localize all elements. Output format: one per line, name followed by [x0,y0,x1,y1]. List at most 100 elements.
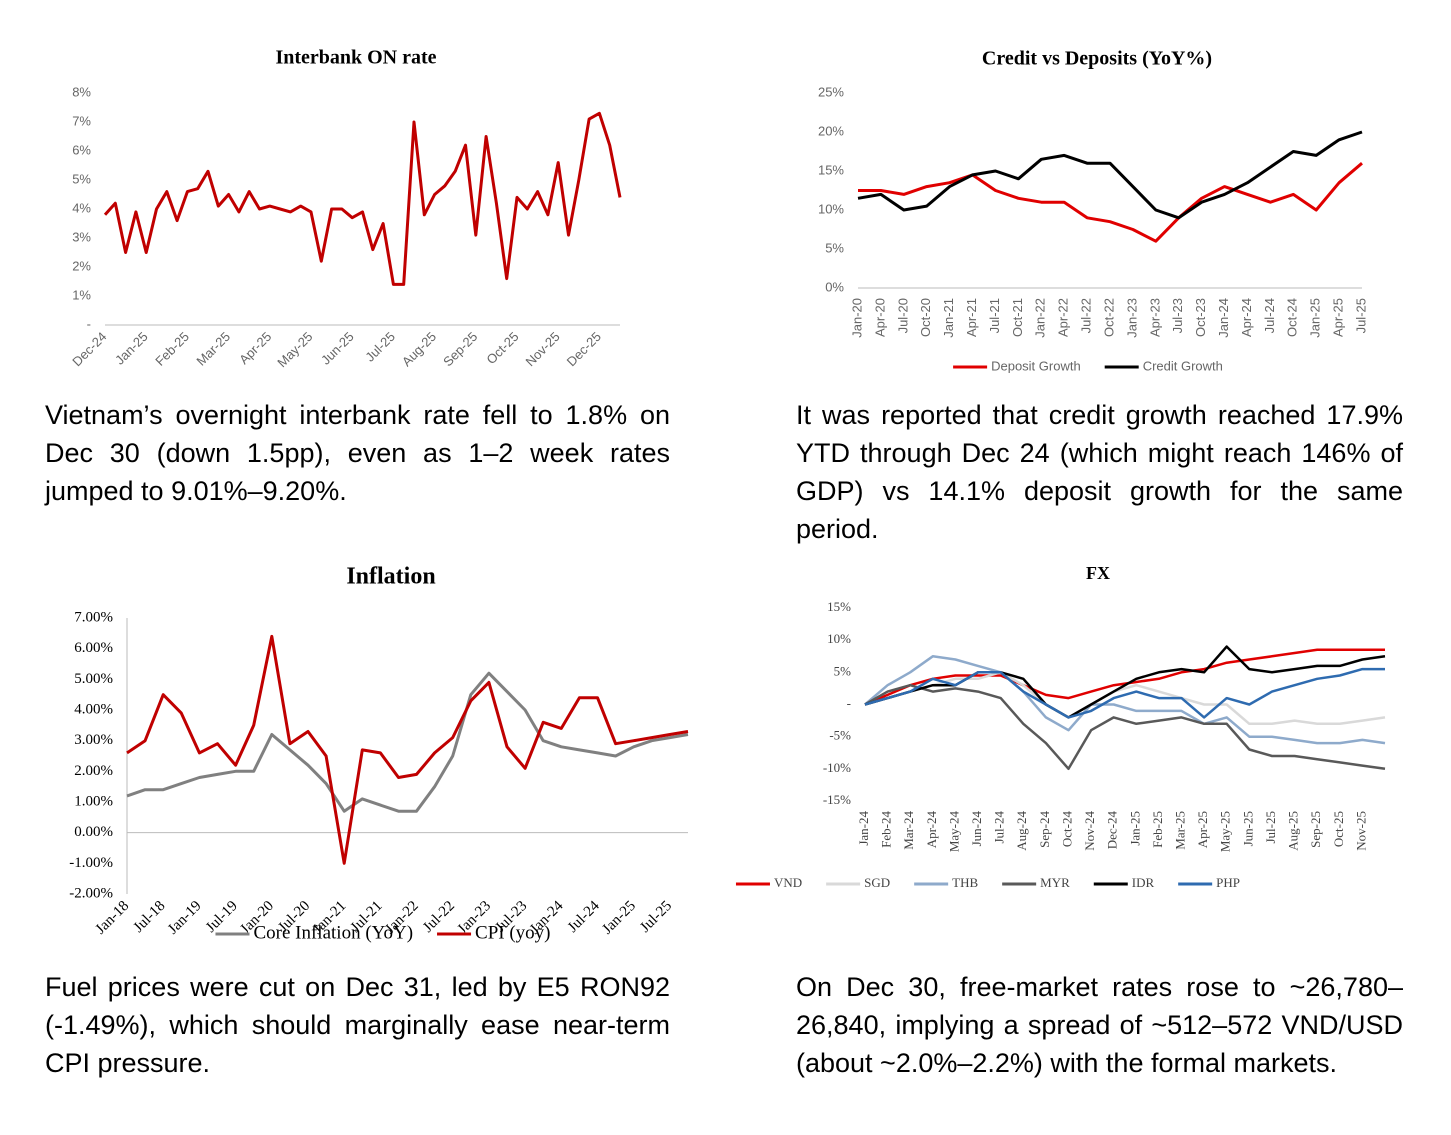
x-tick-label: Nov-24 [1082,811,1097,851]
y-tick-label: 5% [72,171,91,186]
x-tick-label: Jan-19 [165,898,205,938]
x-tick-label: Sep-25 [440,329,480,369]
y-tick-label: 0% [825,279,844,294]
x-tick-label: Jan-25 [1308,298,1323,338]
legend-label: PHP [1216,875,1240,890]
y-tick-label: 4.00% [74,701,113,717]
x-tick-label: May-24 [946,811,961,853]
x-tick-label: Apr-25 [1331,298,1346,337]
chart-title: Credit vs Deposits (YoY%) [982,48,1212,70]
y-tick-label: 6.00% [74,640,113,656]
y-tick-label: -1.00% [69,855,113,871]
y-tick-label: 10% [827,631,851,646]
x-tick-label: Oct-25 [483,329,521,367]
x-tick-label: Jul-19 [203,898,241,936]
series-line [864,683,1386,771]
y-tick-label: 15% [827,599,851,614]
y-tick-label: 3.00% [74,732,113,748]
x-tick-label: Jul-24 [992,810,1007,843]
x-tick-label: Jun-25 [318,329,357,368]
legend-label: CPI (yoy) [475,922,550,943]
y-tick-label: -15% [823,792,851,807]
y-tick-label: 5% [825,240,844,255]
series-line [103,111,622,286]
chart-title: Interbank ON rate [275,47,436,69]
x-tick-label: Nov-25 [523,329,563,369]
x-tick-label: Dec-24 [1105,811,1120,850]
x-tick-label: Oct-20 [918,298,933,337]
x-tick-label: Aug-25 [1286,811,1301,851]
x-tick-label: Apr-25 [236,329,274,367]
x-tick-label: Oct-21 [1010,298,1025,337]
x-tick-label: Jun-24 [969,811,984,847]
x-tick-label: Jul-25 [362,329,398,365]
y-tick-label: 5.00% [74,671,113,687]
x-tick-label: Apr-23 [1147,298,1162,337]
x-tick-label: May-25 [1218,811,1233,852]
y-tick-label: -10% [823,760,851,775]
series-line [864,667,1385,719]
x-tick-label: Jul-23 [1170,298,1185,333]
series-line [858,162,1363,243]
y-tick-label: 1% [72,287,91,302]
legend-label: SGD [864,875,890,890]
chart-title: Inflation [346,564,435,590]
x-tick-label: Mar-24 [901,811,916,850]
x-tick-label: Jan-25 [1127,811,1142,846]
x-tick-label: Jul-22 [420,898,458,936]
caption: Vietnam’s overnight interbank rate fell … [45,400,670,506]
y-tick-label: 2.00% [74,763,113,779]
y-tick-label: 6% [72,142,91,157]
x-tick-label: Oct-24 [1285,298,1300,337]
caption: It was reported that credit growth reach… [796,400,1403,544]
y-tick-label: 20% [818,123,844,138]
y-tick-label: 1.00% [74,793,113,809]
series-line [864,648,1385,706]
x-tick-label: Oct-23 [1193,298,1208,337]
x-tick-label: Jul-25 [637,898,675,936]
x-tick-label: Jan-24 [1216,298,1231,338]
x-tick-label: Apr-24 [924,811,939,849]
x-tick-label: Jul-22 [1079,298,1094,333]
legend-label: MYR [1040,875,1070,890]
legend-label: Core Inflation (YoY) [253,922,413,943]
caption: On Dec 30, free-market rates rose to ~26… [796,972,1403,1078]
x-tick-label: Dec-24 [69,329,109,369]
x-tick-label: Jan-25 [599,898,639,938]
series-line [864,655,1386,745]
x-tick-label: Feb-24 [879,811,894,848]
y-tick-label: -5% [829,728,851,743]
x-tick-label: Oct-24 [1059,811,1074,848]
y-tick-label: 0.00% [74,824,113,840]
x-tick-label: May-25 [274,329,315,370]
x-tick-label: Aug-25 [399,329,439,369]
x-tick-label: Jan-24 [856,811,871,846]
legend-label: THB [952,875,978,890]
y-tick-label: 25% [818,84,844,99]
x-tick-label: Jul-24 [1262,298,1277,333]
legend-label: VND [774,875,802,890]
x-tick-label: Feb-25 [152,329,192,369]
x-tick-label: Dec-25 [564,329,604,369]
x-tick-label: Oct-22 [1101,298,1116,337]
x-tick-label: Jan-22 [1033,298,1048,338]
x-tick-label: Apr-22 [1056,298,1071,337]
x-tick-label: Jan-18 [93,898,133,938]
y-tick-label: 7% [72,113,91,128]
legend-label: Deposit Growth [991,358,1081,373]
x-tick-label: Aug-24 [1014,811,1029,851]
x-tick-label: Jul-21 [987,298,1002,333]
y-tick-label: 10% [818,201,844,216]
series-line [126,634,689,865]
y-tick-label: 2% [72,258,91,273]
x-tick-label: Jul-18 [131,898,169,936]
x-tick-label: Apr-24 [1239,298,1254,337]
x-tick-label: Apr-21 [964,298,979,337]
x-tick-label: Jul-20 [895,298,910,333]
x-tick-label: Jan-25 [112,329,151,368]
x-tick-label: Sep-24 [1037,811,1052,848]
legend-label: IDR [1132,875,1155,890]
caption: Fuel prices were cut on Dec 31, led by E… [45,972,670,1078]
